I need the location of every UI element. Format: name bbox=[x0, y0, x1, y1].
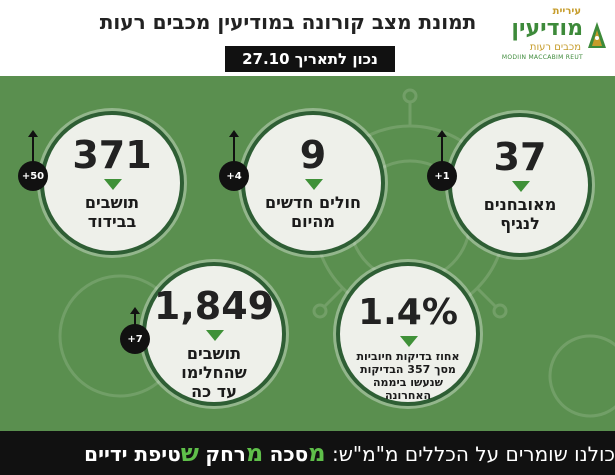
up-arrow-icon bbox=[437, 130, 447, 176]
down-triangle-icon bbox=[206, 330, 224, 341]
footer-slogan: כולנו שומרים על הכללים מ"מ"ש: מסכה מרחק … bbox=[84, 439, 615, 467]
stat-isolation-label-line2: בבידוד bbox=[87, 212, 137, 231]
footer-letter-mask: מ bbox=[308, 439, 326, 467]
stat-confirmed-value: 37 bbox=[493, 135, 547, 179]
stat-recovered-label: תושבים שהחלימו עד כה bbox=[154, 344, 274, 401]
stat-positive-percent-value: 1.4% bbox=[358, 292, 458, 333]
footer-bar: כולנו שומרים על הכללים מ"מ"ש: מסכה מרחק … bbox=[0, 431, 615, 475]
stat-positive-percent-label-line2: מסך 357 הבדיקות bbox=[360, 363, 456, 376]
logo-line4: MODIIN MACCABIM REUT bbox=[501, 54, 583, 61]
down-triangle-icon bbox=[305, 179, 323, 190]
stat-confirmed-label: מאובחנים לנגיף bbox=[460, 195, 580, 233]
stat-new-cases: 9 חולים חדשים מהיום bbox=[241, 111, 385, 255]
down-triangle-icon bbox=[400, 336, 418, 347]
stat-positive-percent-label-line4: האחרונה bbox=[384, 389, 432, 402]
stat-new-cases-label-line2: מהיום bbox=[291, 212, 335, 231]
up-arrow-icon bbox=[28, 130, 38, 176]
stat-recovered-label-line1: תושבים שהחלימו bbox=[181, 344, 247, 382]
stat-recovered-label-line2: עד כה bbox=[191, 382, 237, 401]
stat-confirmed-label-line1: מאובחנים bbox=[483, 195, 557, 214]
stat-recovered-value: 1,849 bbox=[153, 284, 275, 328]
stat-isolation-label: תושבים בבידוד bbox=[52, 193, 172, 231]
stat-new-cases-delta: +4 bbox=[219, 161, 249, 191]
down-triangle-icon bbox=[512, 181, 530, 192]
stat-new-cases-value: 9 bbox=[299, 133, 327, 177]
stat-new-cases-label-line1: חולים חדשים bbox=[265, 193, 361, 212]
stat-positive-percent: 1.4% אחוז בדיקות חיוביות מסך 357 הבדיקות… bbox=[336, 262, 480, 406]
stat-new-cases-label: חולים חדשים מהיום bbox=[253, 193, 373, 231]
stat-isolation: 371 תושבים בבידוד bbox=[40, 111, 184, 255]
logo-line2: מודיעין bbox=[511, 16, 583, 41]
logo-line3: מכבים רעות bbox=[529, 42, 581, 53]
footer-letter-distance: מ bbox=[245, 439, 264, 467]
logo-line1: עיריית bbox=[552, 6, 581, 17]
header-bar: תמונת מצב קורונה במודיעין מכבים רעות נכו… bbox=[0, 0, 615, 76]
stat-confirmed-label-line2: לנגיף bbox=[500, 214, 540, 233]
stat-isolation-value: 371 bbox=[72, 133, 152, 177]
stat-recovered-delta: +7 bbox=[120, 324, 150, 354]
stat-positive-percent-label-line3: שנעשו ביממה bbox=[372, 376, 444, 389]
footer-word-distance: רחק bbox=[205, 442, 246, 466]
down-triangle-icon bbox=[104, 179, 122, 190]
stat-recovered: 1,849 תושבים שהחלימו עד כה bbox=[142, 262, 286, 406]
logo-mark-icon bbox=[588, 22, 606, 48]
stat-confirmed: 37 מאובחנים לנגיף bbox=[448, 113, 592, 257]
date-badge: נכון לתאריך 27.10 bbox=[225, 46, 395, 72]
footer-word-mask: סכה bbox=[269, 442, 309, 466]
stat-confirmed-delta: +1 bbox=[427, 161, 457, 191]
city-logo: עיריית מודיעין מכבים רעות MODIIN MACCABI… bbox=[501, 6, 607, 66]
up-arrow-icon bbox=[229, 130, 239, 176]
page-title: תמונת מצב קורונה במודיעין מכבים רעות bbox=[99, 10, 477, 34]
footer-prefix: כולנו שומרים על הכללים מ"מ"ש: bbox=[332, 442, 615, 466]
stat-isolation-label-line1: תושבים bbox=[84, 193, 140, 212]
stat-positive-percent-label: אחוז בדיקות חיוביות מסך 357 הבדיקות שנעש… bbox=[348, 350, 468, 402]
footer-letter-hygiene: ש bbox=[180, 439, 199, 467]
stat-positive-percent-label-line1: אחוז בדיקות חיוביות bbox=[356, 350, 460, 363]
footer-word-hygiene: טיפת ידיים bbox=[84, 442, 181, 466]
stat-isolation-delta: +50 bbox=[18, 161, 48, 191]
